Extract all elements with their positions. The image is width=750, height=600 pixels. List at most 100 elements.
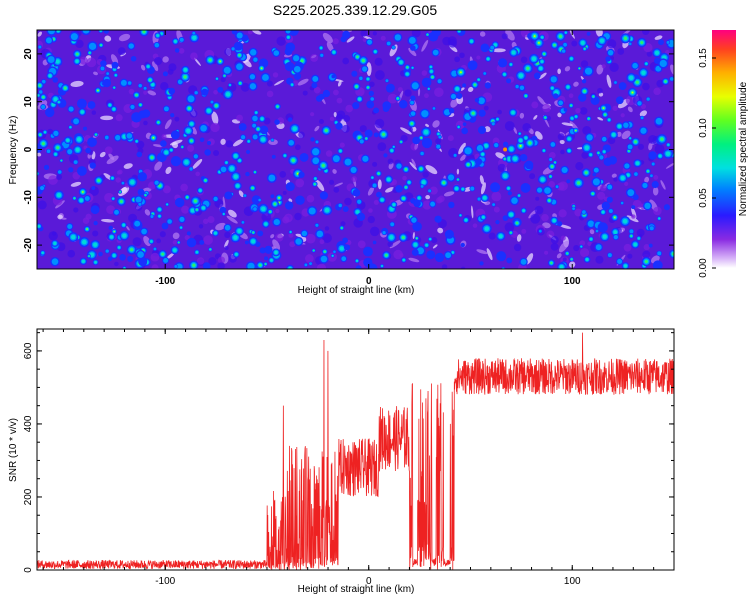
heatmap-blob <box>368 90 374 97</box>
heatmap-blob <box>208 247 213 252</box>
heatmap-blob <box>74 134 85 145</box>
heatmap-blob <box>248 47 258 57</box>
heatmap-cell <box>196 257 205 265</box>
heatmap-streak <box>367 186 375 196</box>
heatmap-cell <box>104 146 113 155</box>
heatmap-cell <box>329 179 335 185</box>
heatmap-blob <box>370 175 375 180</box>
colorbar-tick-label: 0.10 <box>698 118 709 138</box>
heatmap-blob <box>631 240 640 249</box>
heatmap-blob <box>358 75 364 81</box>
heatmap-blob <box>81 30 92 36</box>
heatmap-blob <box>640 115 645 120</box>
heatmap-blob <box>358 138 365 145</box>
heatmap-blob <box>268 257 275 264</box>
heatmap-streak <box>57 214 63 220</box>
heatmap-blob <box>611 227 620 237</box>
heatmap-blob <box>501 71 508 78</box>
heatmap-streak <box>611 173 617 178</box>
heatmap-blob <box>37 143 43 153</box>
heatmap-blob <box>71 117 81 126</box>
heatmap-blob <box>623 162 631 170</box>
heatmap-blob <box>397 58 405 67</box>
heatmap-cell <box>436 197 443 204</box>
heatmap-blob <box>648 225 655 232</box>
heatmap-y-tick-label: -10 <box>23 190 34 205</box>
heatmap-blob <box>542 185 553 196</box>
heatmap-blob <box>500 170 511 181</box>
heatmap-blob <box>312 181 318 187</box>
heatmap-blob <box>310 137 315 142</box>
heatmap-cell <box>408 127 414 132</box>
heatmap-blob <box>300 229 309 238</box>
heatmap-streak <box>486 248 493 261</box>
heatmap-cell <box>302 90 308 96</box>
heatmap-blob <box>99 65 106 72</box>
heatmap-blob <box>414 236 419 241</box>
heatmap-cell <box>646 51 653 57</box>
heatmap-streak <box>233 138 244 147</box>
heatmap-cell <box>579 248 590 258</box>
heatmap-blob <box>222 65 233 76</box>
heatmap-cell <box>542 103 551 113</box>
heatmap-streak <box>516 234 522 242</box>
heatmap-blob <box>168 147 174 153</box>
heatmap-streak <box>660 180 666 190</box>
heatmap-blob <box>583 256 591 263</box>
heatmap-streak <box>408 47 417 57</box>
heatmap-blob <box>514 84 520 89</box>
heatmap-blob <box>245 171 250 177</box>
heatmap-cell <box>306 194 315 203</box>
heatmap-blob <box>282 153 288 159</box>
heatmap-blob <box>390 201 398 208</box>
heatmap-blob <box>113 72 119 78</box>
heatmap-cell <box>597 191 606 200</box>
heatmap-blob <box>478 109 486 117</box>
heatmap-blob <box>204 149 211 156</box>
heatmap-blob <box>251 195 261 205</box>
heatmap-blob <box>38 89 44 95</box>
heatmap-cell <box>372 31 377 36</box>
heatmap-blob <box>403 70 411 78</box>
heatmap-blob <box>270 194 275 199</box>
heatmap-blob <box>496 231 506 241</box>
heatmap-cell <box>372 161 378 167</box>
heatmap-blob <box>342 237 348 244</box>
colorbar-tick-label: 0.15 <box>698 48 709 68</box>
heatmap-cell <box>549 151 556 159</box>
heatmap-blob <box>497 58 508 68</box>
heatmap-blob <box>251 114 259 123</box>
heatmap-cell <box>305 254 314 263</box>
heatmap-cell <box>607 39 617 49</box>
heatmap-cell <box>373 199 379 205</box>
heatmap-blob <box>90 205 100 215</box>
heatmap-cell <box>217 262 225 269</box>
heatmap-blob <box>190 196 201 206</box>
heatmap-blob <box>365 38 374 46</box>
heatmap-cell <box>574 208 583 217</box>
heatmap-blob <box>337 202 343 208</box>
heatmap-cell <box>642 250 651 259</box>
heatmap-streak <box>147 90 157 96</box>
heatmap-blob <box>234 61 245 72</box>
heatmap-blob <box>87 137 97 147</box>
heatmap-streak <box>366 62 372 76</box>
heatmap-streak <box>228 209 237 218</box>
heatmap-blob <box>132 219 142 228</box>
heatmap-blob <box>427 188 432 193</box>
heatmap-blob <box>658 39 664 46</box>
heatmap-blob <box>223 160 229 166</box>
heatmap-blob <box>415 194 423 202</box>
heatmap-blob <box>428 236 433 242</box>
heatmap-streak <box>108 153 115 161</box>
heatmap-cell <box>56 174 63 180</box>
heatmap-blob <box>77 196 86 205</box>
heatmap-blob <box>549 141 557 148</box>
heatmap-blob <box>475 143 485 153</box>
heatmap-cell <box>322 233 332 243</box>
heatmap-blob <box>266 173 277 183</box>
heatmap-streak <box>471 205 474 219</box>
heatmap-blob <box>506 257 513 264</box>
heatmap-y-tick-label: -20 <box>23 237 34 252</box>
heatmap-blob <box>606 117 612 123</box>
